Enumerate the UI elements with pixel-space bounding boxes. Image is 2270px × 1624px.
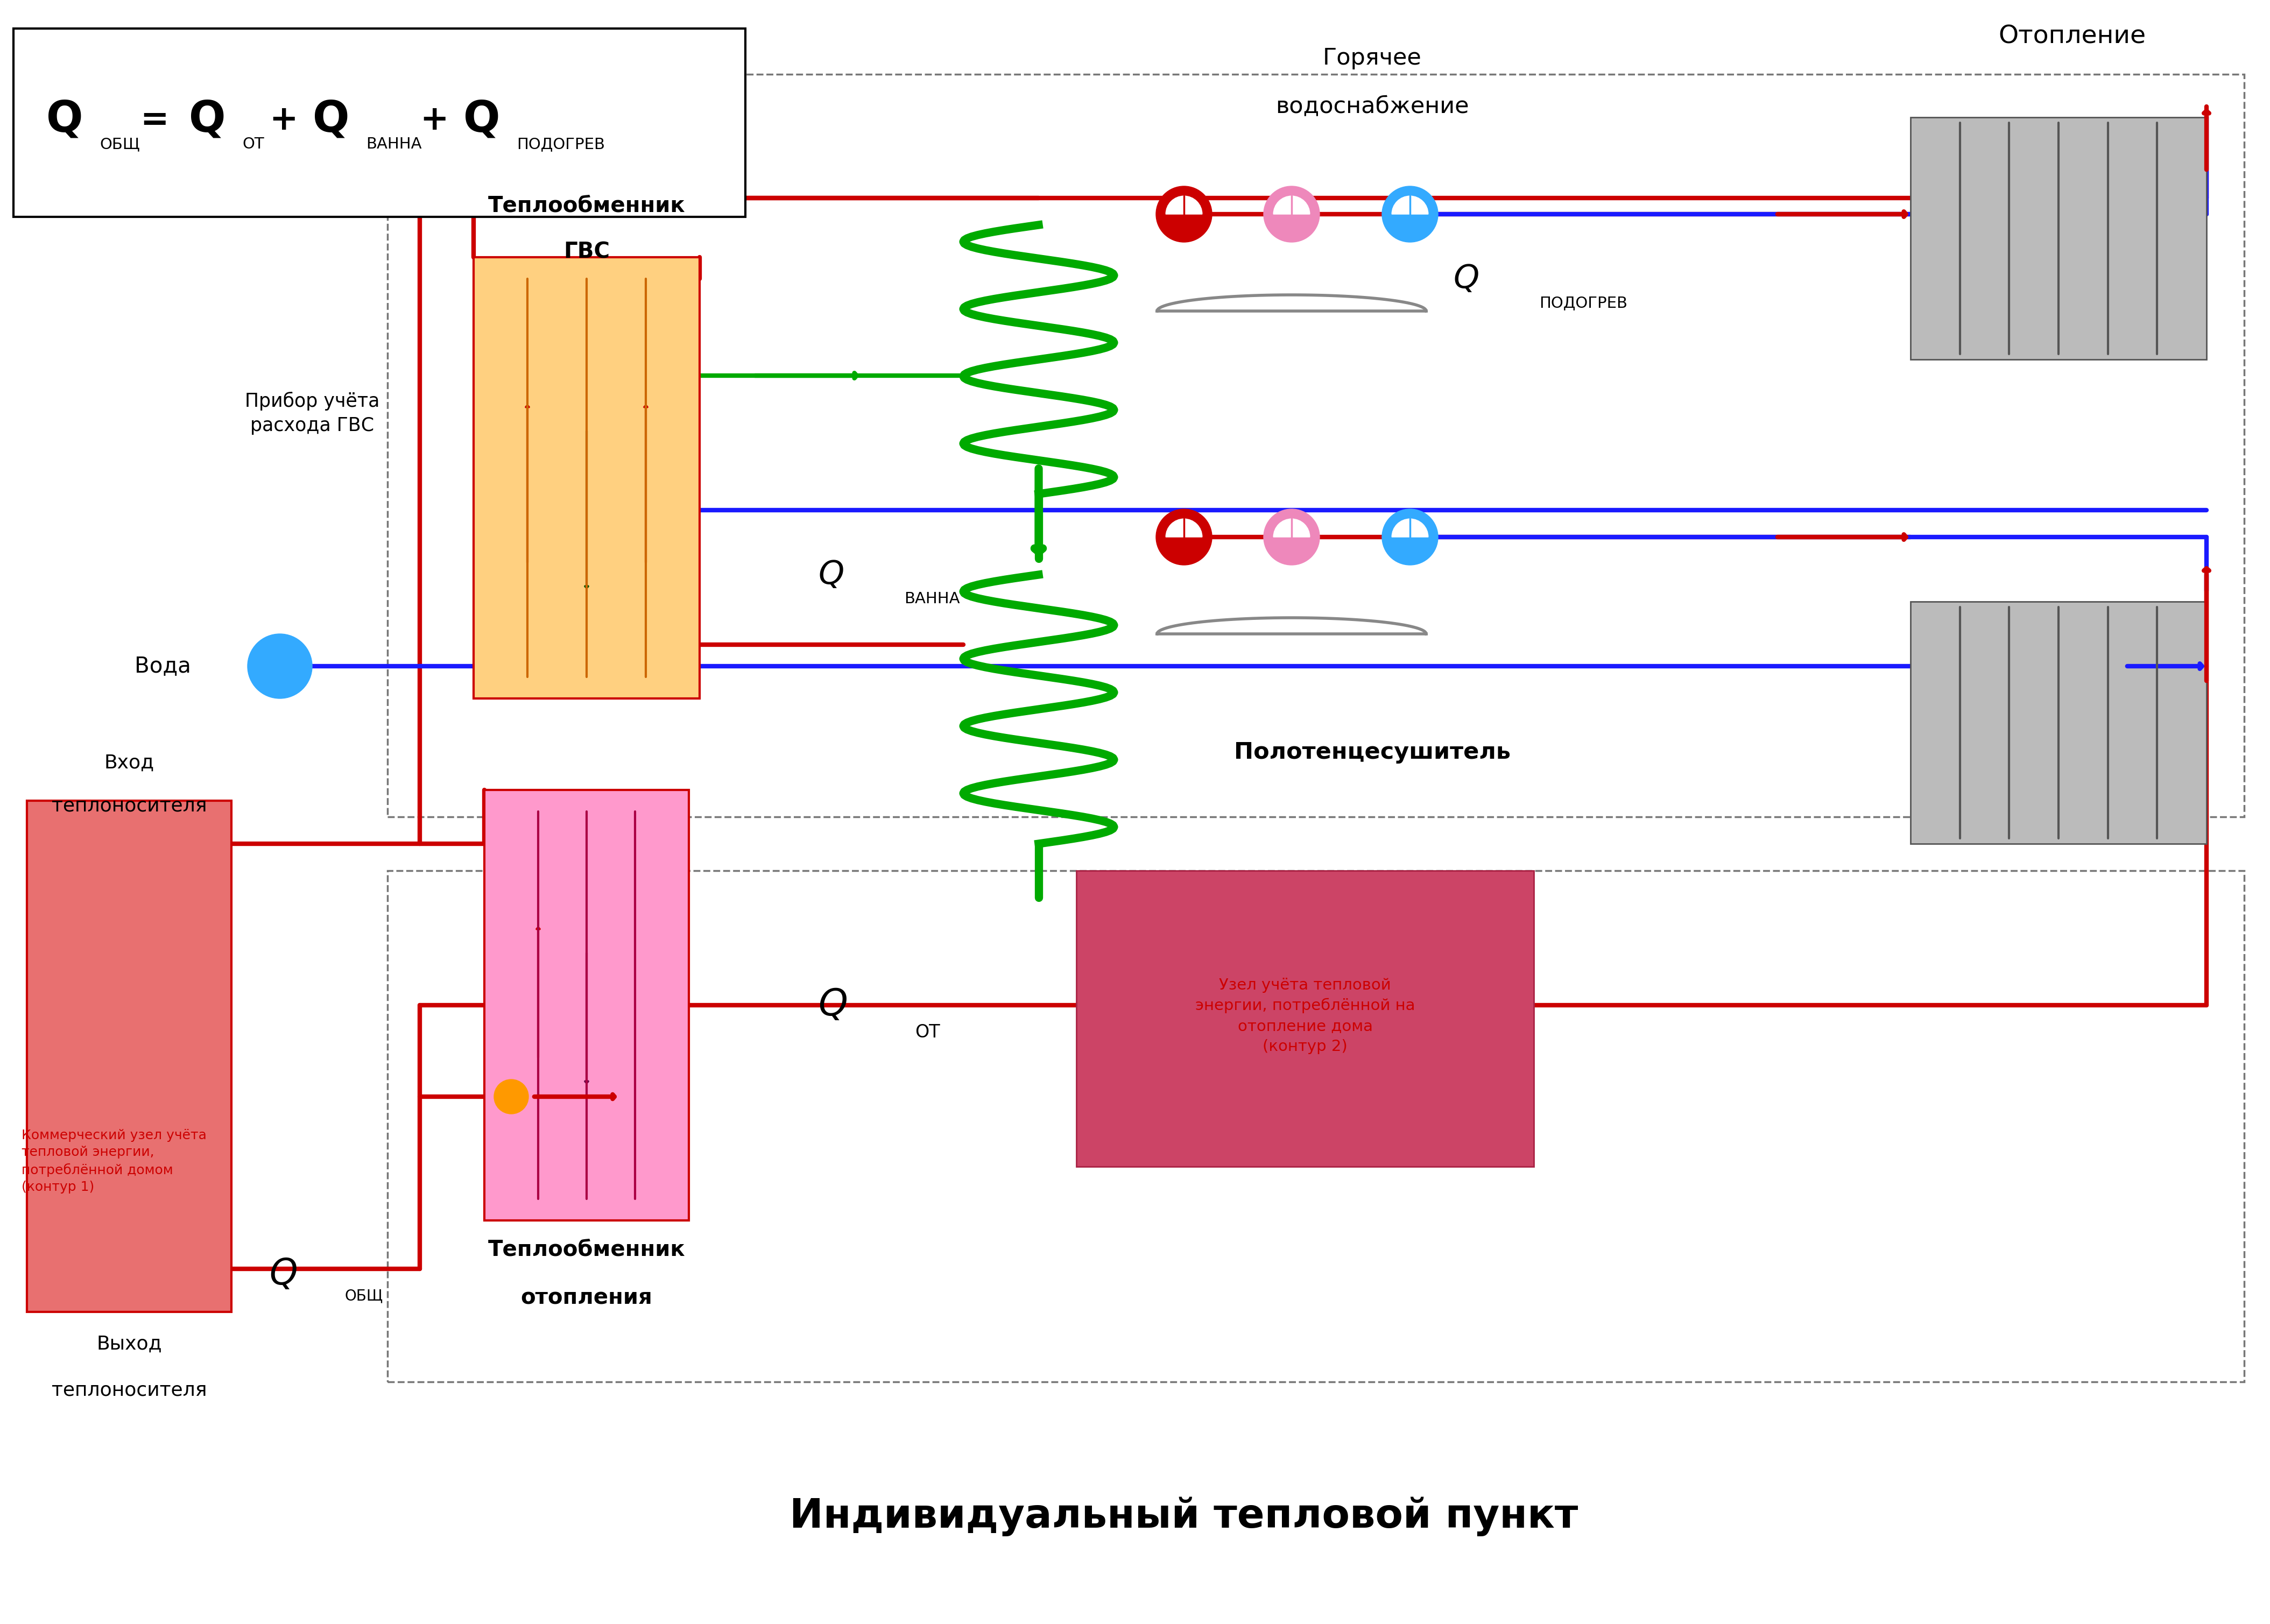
FancyBboxPatch shape [484, 789, 688, 1220]
Text: Прибор учёта
расхода ГВС: Прибор учёта расхода ГВС [245, 391, 379, 435]
Wedge shape [1167, 518, 1203, 538]
Text: ГВС: ГВС [563, 240, 611, 263]
Text: $Q$: $Q$ [270, 1257, 297, 1291]
FancyBboxPatch shape [14, 29, 745, 218]
Wedge shape [1392, 197, 1428, 214]
Text: Вода: Вода [134, 656, 191, 677]
Text: ПОДОГРЕВ: ПОДОГРЕВ [1539, 296, 1628, 310]
Text: Отопление: Отопление [1998, 24, 2145, 49]
Text: Узел учёта тепловой
энергии, потреблённой на
отопление дома
(контур 2): Узел учёта тепловой энергии, потреблённо… [1194, 978, 1414, 1054]
Text: $\mathbf{Q}$: $\mathbf{Q}$ [45, 99, 82, 141]
Text: теплоносителя: теплоносителя [52, 1380, 207, 1398]
Circle shape [1155, 508, 1212, 565]
Wedge shape [1392, 518, 1428, 538]
Text: Горячее: Горячее [1323, 47, 1421, 70]
FancyBboxPatch shape [27, 801, 232, 1312]
Text: ОТ: ОТ [243, 136, 263, 151]
Circle shape [495, 1080, 529, 1114]
Circle shape [1264, 508, 1319, 565]
Text: ОБЩ: ОБЩ [100, 136, 141, 151]
Text: ОБЩ: ОБЩ [345, 1288, 384, 1304]
Wedge shape [1273, 518, 1310, 538]
FancyBboxPatch shape [1911, 601, 2206, 844]
Text: $\mathbf{Q}$: $\mathbf{Q}$ [188, 99, 225, 141]
Text: Теплообменник: Теплообменник [488, 195, 686, 218]
Text: Коммерческий узел учёта
тепловой энергии,
потреблённой домом
(контур 1): Коммерческий узел учёта тепловой энергии… [20, 1129, 207, 1194]
Text: Полотенцесушитель: Полотенцесушитель [1235, 741, 1510, 763]
Text: ВАННА: ВАННА [903, 591, 960, 606]
Circle shape [1155, 187, 1212, 242]
Text: Теплообменник: Теплообменник [488, 1239, 686, 1260]
Text: $\mathbf{Q}$: $\mathbf{Q}$ [463, 99, 499, 141]
FancyBboxPatch shape [474, 257, 699, 698]
Text: водоснабжение: водоснабжение [1276, 96, 1469, 119]
Text: =: = [141, 104, 168, 136]
FancyBboxPatch shape [1911, 117, 2206, 359]
Text: $Q$: $Q$ [1453, 263, 1478, 296]
Circle shape [1382, 187, 1437, 242]
Text: $Q$: $Q$ [817, 559, 844, 591]
Text: Выход: Выход [95, 1335, 161, 1353]
Text: +: + [270, 104, 297, 136]
Text: ОТ: ОТ [915, 1023, 940, 1041]
Text: $\mathbf{Q}$: $\mathbf{Q}$ [313, 99, 347, 141]
FancyBboxPatch shape [1076, 870, 1535, 1166]
Text: отопления: отопления [520, 1288, 651, 1309]
Circle shape [1382, 508, 1437, 565]
Text: ПОДОГРЕВ: ПОДОГРЕВ [518, 136, 604, 151]
Text: теплоносителя: теплоносителя [52, 797, 207, 815]
Circle shape [1264, 187, 1319, 242]
Text: ВАННА: ВАННА [365, 136, 422, 151]
Text: $Q$: $Q$ [817, 987, 847, 1023]
Text: Индивидуальный тепловой пункт: Индивидуальный тепловой пункт [790, 1497, 1578, 1536]
Wedge shape [1167, 197, 1203, 214]
Wedge shape [1273, 197, 1310, 214]
Text: Вход: Вход [104, 754, 154, 771]
Circle shape [247, 633, 313, 698]
Text: +: + [420, 104, 449, 136]
